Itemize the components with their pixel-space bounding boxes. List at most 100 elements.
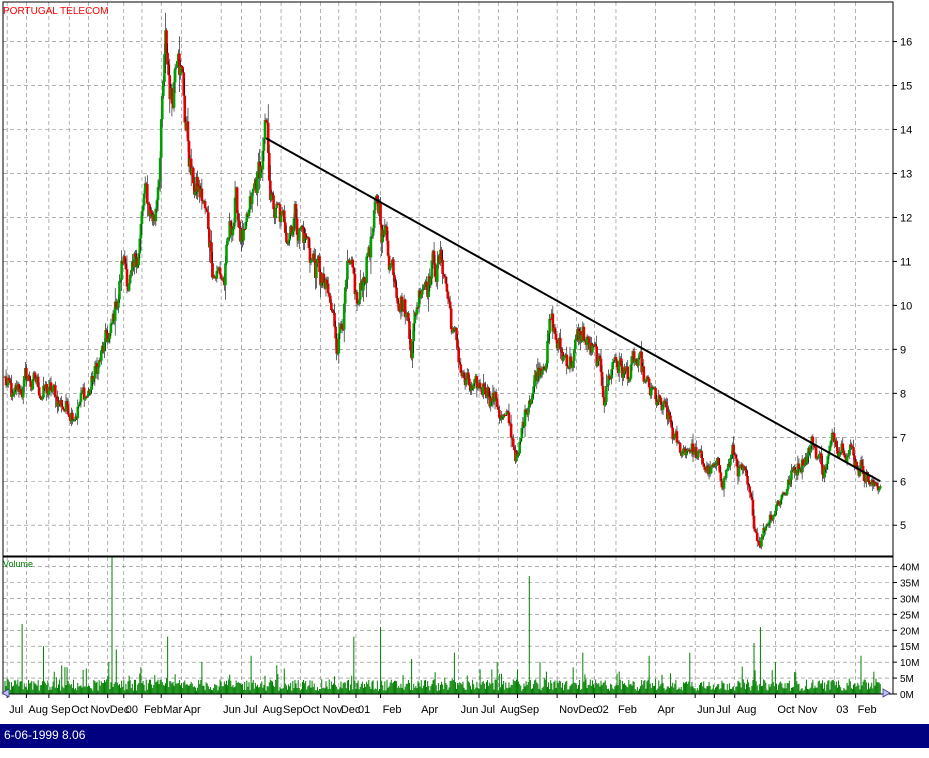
price-candle-body — [17, 384, 21, 392]
price-candle-body — [418, 290, 422, 298]
price-candle-body — [253, 183, 256, 189]
price-candle-body — [694, 447, 698, 458]
price-candle-body — [865, 472, 868, 482]
price-candle-body — [396, 297, 399, 304]
price-candle-body — [343, 287, 347, 304]
price-candle-body — [170, 87, 174, 104]
price-candle-body — [464, 379, 468, 386]
price-candle-body — [228, 221, 231, 239]
price-candle-body — [868, 481, 871, 485]
price-candle-body — [118, 281, 121, 300]
price-candle-body — [135, 256, 138, 267]
price-candle-body — [575, 336, 578, 340]
price-candle-body — [193, 183, 196, 195]
price-candle-body — [582, 326, 586, 341]
price-candle-body — [720, 480, 724, 488]
price-candle-body — [363, 277, 366, 283]
price-candle-body — [247, 209, 251, 216]
price-candle-body — [187, 141, 191, 167]
date-axis-label: 03 — [836, 704, 848, 716]
scroll-right-arrow[interactable] — [882, 688, 891, 698]
price-candle-body — [96, 366, 100, 374]
price-candle-body — [160, 95, 164, 120]
price-candle-body — [61, 406, 65, 409]
price-candle-body — [265, 120, 269, 123]
price-candle-body — [403, 299, 407, 318]
price-candle-body — [774, 510, 777, 516]
price-candle-body — [110, 323, 114, 325]
price-candle-body — [528, 400, 531, 408]
price-candle-body — [64, 401, 68, 412]
price-candle-body — [478, 382, 482, 389]
price-candle-body — [796, 463, 800, 476]
price-candle-body — [146, 184, 149, 204]
price-candle-body — [5, 385, 9, 387]
scroll-left-arrow[interactable] — [1, 688, 10, 698]
price-candle-body — [585, 336, 589, 345]
price-candle-body — [628, 378, 632, 382]
price-candle-body — [510, 437, 514, 439]
date-axis-label: 00 — [126, 704, 138, 716]
price-candle-body — [820, 453, 823, 465]
date-axis-label: Jul — [716, 704, 730, 716]
price-candle-body — [621, 366, 624, 378]
price-candle-body — [308, 247, 312, 263]
price-candle-body — [755, 532, 759, 541]
price-candle-body — [21, 386, 25, 398]
price-candle-body — [517, 453, 520, 456]
price-candle-body — [304, 233, 307, 239]
price-candle-body — [89, 389, 92, 394]
price-candle-body — [388, 265, 392, 270]
price-candle-body — [194, 191, 197, 195]
price-candle-body — [769, 514, 773, 520]
price-candle-body — [608, 375, 611, 379]
price-candle-body — [715, 460, 718, 467]
price-axis-label: 8 — [900, 388, 906, 400]
date-axis-label: Nov — [798, 704, 818, 716]
price-candle-body — [545, 363, 548, 370]
price-candle-body — [285, 232, 288, 243]
price-candle-body — [412, 323, 416, 342]
price-candle-body — [609, 378, 612, 380]
price-candle-body — [291, 231, 295, 235]
price-candle-body — [379, 203, 382, 225]
price-candle-body — [261, 150, 265, 170]
price-candle-body — [263, 120, 267, 139]
price-candle-body — [594, 344, 597, 347]
price-candle-body — [353, 273, 357, 295]
price-candle-body — [225, 244, 228, 264]
price-candle-body — [203, 201, 207, 209]
date-axis-label: Apr — [421, 704, 438, 716]
price-candle-body — [532, 386, 535, 394]
price-candle-body — [681, 452, 684, 456]
price-candle-body — [183, 95, 187, 123]
price-candle-body — [394, 281, 397, 288]
date-axis-label: Jul — [9, 704, 23, 716]
price-candle-body — [697, 451, 700, 457]
date-axis-label: 02 — [597, 704, 609, 716]
price-candle-body — [179, 65, 182, 75]
price-candle-body — [53, 385, 57, 398]
price-candle-body — [622, 373, 625, 378]
price-candle-body — [295, 218, 299, 235]
price-candle-body — [148, 203, 151, 217]
price-candle-body — [858, 467, 862, 476]
price-candle-body — [13, 388, 16, 395]
price-candle-body — [832, 433, 836, 443]
volume-axis-label: 0M — [900, 690, 914, 701]
price-candle-body — [98, 360, 102, 362]
price-candle-body — [279, 215, 283, 222]
price-candle-body — [250, 192, 254, 204]
price-candle-body — [685, 451, 688, 456]
price-candle-body — [838, 451, 841, 457]
price-axis-label: 16 — [900, 37, 912, 49]
date-axis-label: Aug — [263, 704, 283, 716]
price-candle-body — [401, 309, 405, 311]
price-candle-body — [814, 447, 818, 459]
price-candle-body — [695, 456, 699, 458]
price-candle-body — [649, 386, 653, 396]
price-candle-body — [723, 478, 727, 480]
price-candle-body — [563, 356, 566, 358]
price-candle-body — [365, 256, 368, 284]
